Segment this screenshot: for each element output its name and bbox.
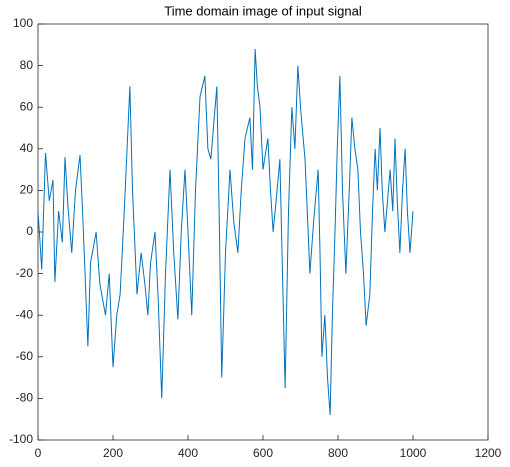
plot-area (37, 23, 489, 441)
x-tick-label: 1000 (400, 446, 427, 460)
x-tick-label: 1200 (475, 446, 502, 460)
x-tick-label: 800 (328, 446, 348, 460)
y-tick-label: -20 (16, 266, 34, 280)
y-tick-label: 40 (20, 141, 34, 155)
y-tick-label: -60 (16, 349, 34, 363)
x-tick-label: 200 (103, 446, 123, 460)
x-tick-label: 0 (35, 446, 42, 460)
y-tick-label: -100 (9, 432, 33, 446)
y-tick-label: 100 (13, 16, 33, 30)
y-tick-label: 0 (26, 224, 33, 238)
y-tick-label: 80 (20, 58, 34, 72)
x-tick-label: 400 (178, 446, 198, 460)
chart-title: Time domain image of input signal (164, 3, 362, 18)
y-tick-label: 20 (20, 183, 34, 197)
signal-line (37, 48, 414, 416)
y-tick-label: -80 (16, 391, 34, 405)
x-tick-label: 600 (253, 446, 273, 460)
y-tick-label: 60 (20, 99, 34, 113)
y-tick-label: -40 (16, 307, 34, 321)
